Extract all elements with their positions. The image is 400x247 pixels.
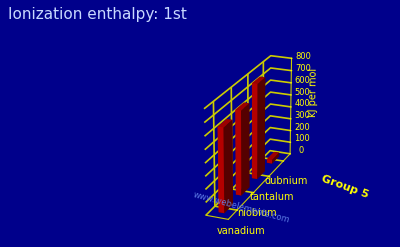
Text: Ionization enthalpy: 1st: Ionization enthalpy: 1st — [8, 7, 187, 22]
Text: www.webelements.com: www.webelements.com — [192, 190, 291, 224]
Text: Group 5: Group 5 — [320, 173, 370, 200]
